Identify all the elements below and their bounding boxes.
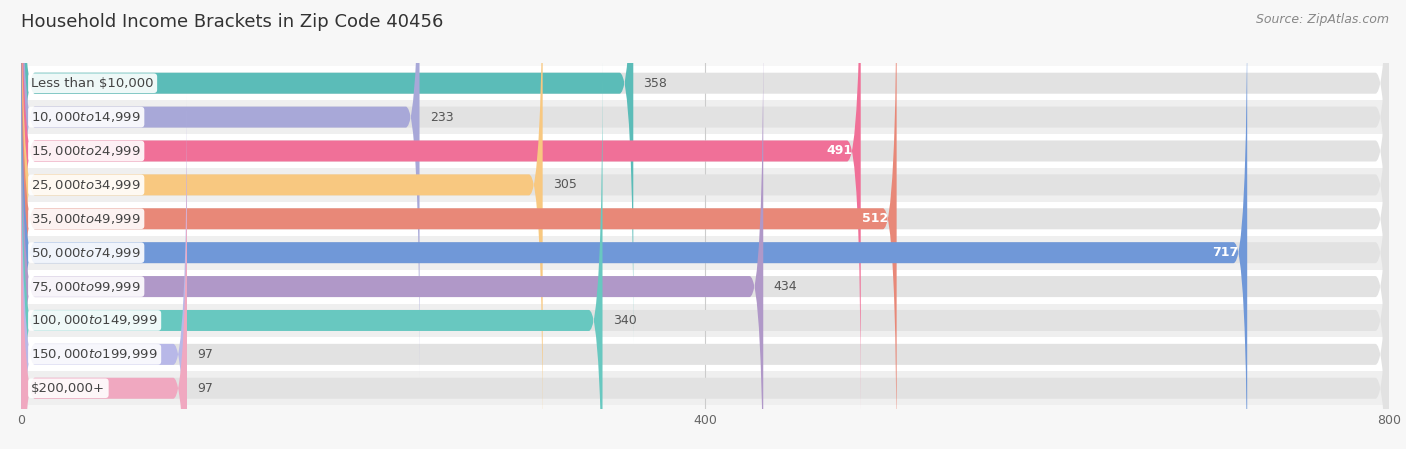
- Bar: [21, 134, 1389, 168]
- Text: 491: 491: [827, 145, 852, 158]
- FancyBboxPatch shape: [21, 0, 1389, 344]
- Text: Less than $10,000: Less than $10,000: [31, 77, 153, 90]
- Bar: [21, 202, 1389, 236]
- FancyBboxPatch shape: [21, 0, 1389, 378]
- Bar: [21, 236, 1389, 269]
- Text: $25,000 to $34,999: $25,000 to $34,999: [31, 178, 141, 192]
- FancyBboxPatch shape: [21, 0, 1389, 445]
- FancyBboxPatch shape: [21, 128, 187, 449]
- Text: $75,000 to $99,999: $75,000 to $99,999: [31, 280, 141, 294]
- Text: $35,000 to $49,999: $35,000 to $49,999: [31, 212, 141, 226]
- FancyBboxPatch shape: [21, 0, 1389, 412]
- FancyBboxPatch shape: [21, 60, 1389, 449]
- Text: 358: 358: [644, 77, 668, 90]
- Text: 340: 340: [613, 314, 637, 327]
- Text: 512: 512: [862, 212, 889, 225]
- FancyBboxPatch shape: [21, 128, 1389, 449]
- Text: 305: 305: [553, 178, 576, 191]
- Bar: [21, 100, 1389, 134]
- FancyBboxPatch shape: [21, 0, 860, 412]
- Bar: [21, 168, 1389, 202]
- FancyBboxPatch shape: [21, 26, 763, 449]
- FancyBboxPatch shape: [21, 94, 1389, 449]
- Bar: [21, 371, 1389, 405]
- FancyBboxPatch shape: [21, 94, 187, 449]
- FancyBboxPatch shape: [21, 0, 1389, 449]
- Text: 717: 717: [1212, 246, 1239, 259]
- Text: 434: 434: [773, 280, 797, 293]
- FancyBboxPatch shape: [21, 0, 543, 445]
- Text: 233: 233: [430, 110, 453, 123]
- Text: $50,000 to $74,999: $50,000 to $74,999: [31, 246, 141, 260]
- FancyBboxPatch shape: [21, 60, 603, 449]
- Text: $10,000 to $14,999: $10,000 to $14,999: [31, 110, 141, 124]
- Text: $15,000 to $24,999: $15,000 to $24,999: [31, 144, 141, 158]
- FancyBboxPatch shape: [21, 26, 1389, 449]
- Text: $100,000 to $149,999: $100,000 to $149,999: [31, 313, 157, 327]
- FancyBboxPatch shape: [21, 0, 633, 344]
- Bar: [21, 66, 1389, 100]
- FancyBboxPatch shape: [21, 0, 1247, 449]
- FancyBboxPatch shape: [21, 0, 897, 449]
- Text: 97: 97: [197, 348, 214, 361]
- Text: 97: 97: [197, 382, 214, 395]
- Bar: [21, 304, 1389, 337]
- Bar: [21, 269, 1389, 304]
- Bar: [21, 337, 1389, 371]
- FancyBboxPatch shape: [21, 0, 419, 378]
- Text: Source: ZipAtlas.com: Source: ZipAtlas.com: [1256, 13, 1389, 26]
- Text: $150,000 to $199,999: $150,000 to $199,999: [31, 348, 157, 361]
- FancyBboxPatch shape: [21, 0, 1389, 449]
- Text: $200,000+: $200,000+: [31, 382, 105, 395]
- Text: Household Income Brackets in Zip Code 40456: Household Income Brackets in Zip Code 40…: [21, 13, 443, 31]
